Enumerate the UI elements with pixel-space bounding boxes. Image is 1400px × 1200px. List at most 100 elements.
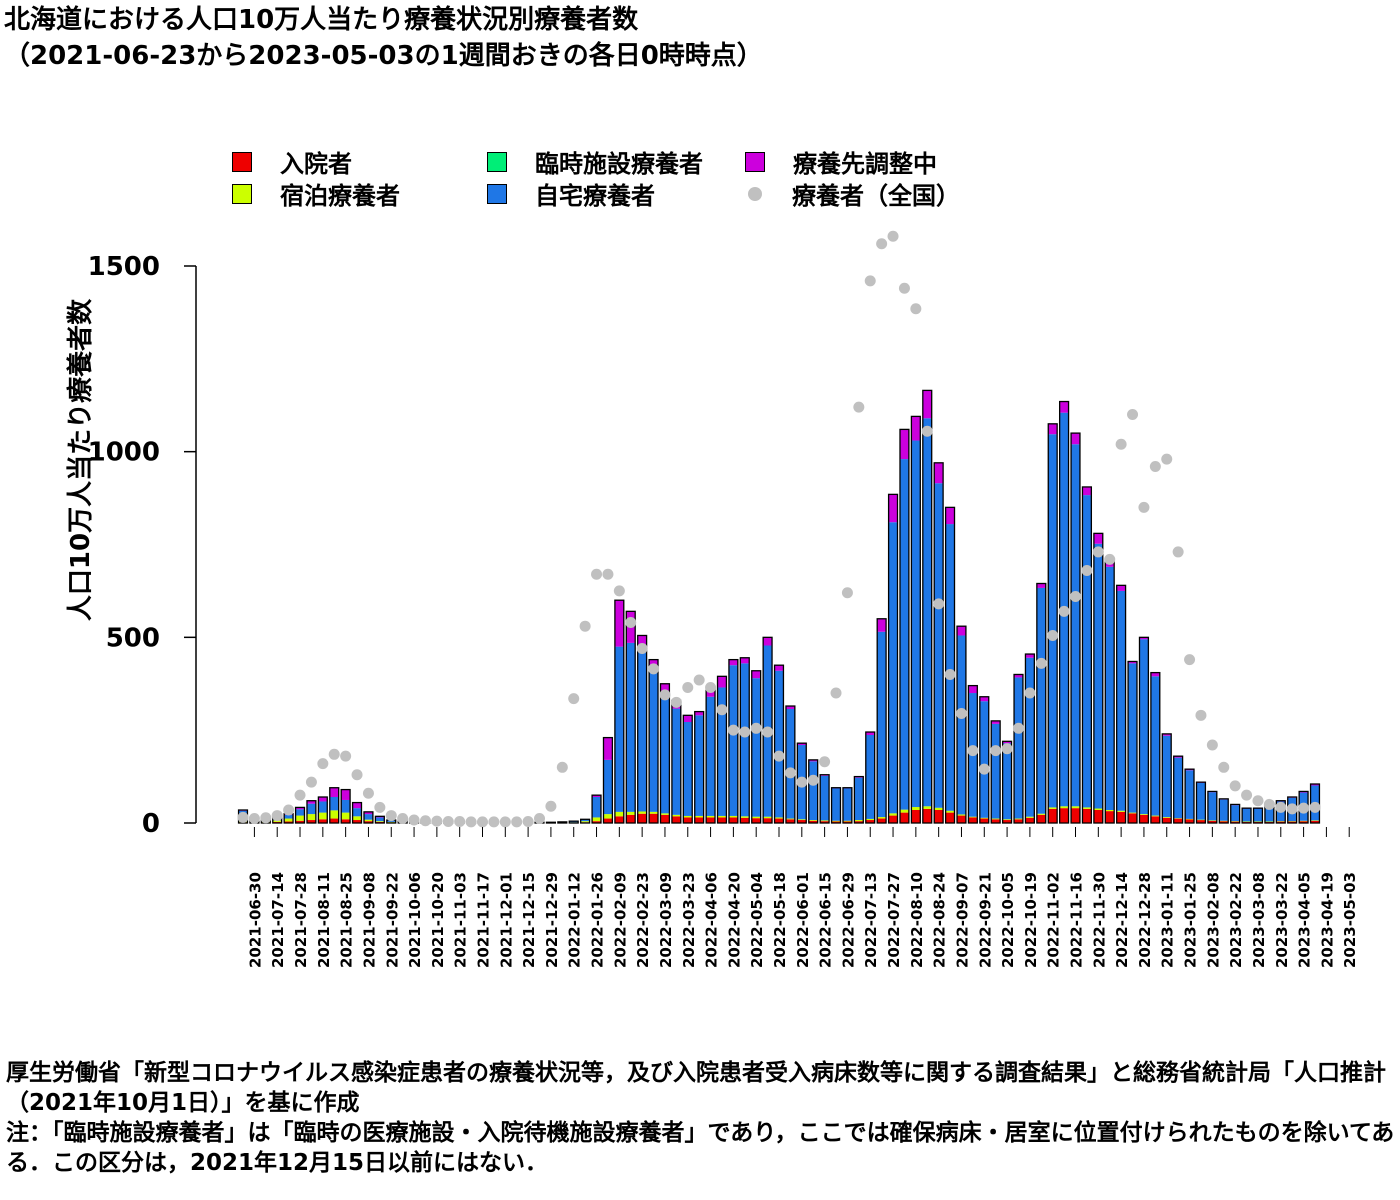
x-tick-label: 2022-07-13 [862, 872, 880, 968]
legend-item-national: 療養者（全国） [745, 176, 960, 211]
x-tick-label: 2022-12-28 [1136, 872, 1154, 968]
bar-segment-home [820, 775, 830, 821]
bar-segment-hospitalized [603, 818, 613, 823]
bar-segment-home [1230, 805, 1240, 822]
bar-outline [659, 683, 671, 824]
bar-segment-adjusting [318, 797, 328, 802]
national-dot [568, 693, 580, 705]
x-tick-label: 2022-10-19 [1022, 872, 1040, 968]
bar-outline [1161, 733, 1172, 824]
x-tick-label: 2021-08-25 [338, 872, 356, 968]
x-tick-label: 2022-01-26 [589, 872, 607, 968]
bar-segment-hospitalized [831, 821, 841, 823]
bar-segment-hotel [1287, 821, 1297, 822]
bar-segment-adjusting [797, 743, 807, 746]
bar-segment-hotel [808, 820, 818, 821]
national-dot [408, 814, 420, 826]
national-dot [397, 813, 409, 825]
bar-segment-home [626, 642, 636, 812]
bar-segment-home [660, 693, 670, 814]
bar-segment-home [1162, 735, 1172, 818]
legend-label: 入院者 [280, 150, 352, 178]
bar-segment-hotel [1082, 807, 1092, 809]
national-dot [613, 585, 625, 597]
x-tick-label: 2022-03-23 [680, 872, 698, 968]
national-dot [305, 776, 317, 788]
bar-outline [351, 801, 363, 824]
bar-segment-hospitalized [363, 821, 373, 823]
bar-segment-home [1036, 587, 1046, 814]
bar-segment-hotel [934, 807, 944, 811]
x-tick-label: 2021-12-29 [543, 872, 561, 968]
bar-segment-adjusting [603, 737, 613, 760]
bar-segment-hotel [329, 810, 339, 819]
bar-segment-hotel [1299, 820, 1309, 822]
bar-segment-hospitalized [1299, 821, 1309, 823]
bar-segment-adjusting [329, 787, 339, 798]
legend-swatch [487, 183, 507, 204]
bar-outline [1230, 803, 1241, 824]
bar-segment-adjusting [911, 416, 921, 441]
notes: 厚生労働省「新型コロナウイルス感染症患者の療養状況等，及び入院患者受入病床数等に… [6, 1058, 1398, 1178]
national-dot [705, 681, 717, 693]
bar-segment-adjusting [1082, 486, 1092, 496]
bar-segment-hospitalized [934, 810, 944, 823]
bar-segment-adjusting [352, 802, 362, 809]
bar-segment-hospitalized [1093, 810, 1103, 823]
bar-segment-hotel [637, 811, 647, 814]
national-dot [362, 787, 374, 799]
bar-outline [773, 664, 785, 824]
national-dot [545, 800, 557, 812]
national-dot [579, 620, 591, 632]
bar-segment-adjusting [660, 683, 670, 694]
bar-segment-hotel [1185, 818, 1195, 820]
bar-segment-home [1071, 444, 1080, 807]
bar-segment-home [329, 797, 339, 811]
bar-segment-hospitalized [808, 820, 818, 823]
bar-segment-hospitalized [352, 820, 362, 823]
bar-segment-adjusting [1150, 672, 1160, 677]
national-dot [1241, 789, 1253, 801]
bar-segment-hospitalized [614, 816, 624, 823]
bar-segment-hospitalized [1105, 811, 1115, 823]
national-dot [442, 816, 454, 828]
bar-segment-adjusting [751, 670, 761, 679]
bar-segment-hospitalized [295, 820, 305, 823]
bar-segment-adjusting [774, 665, 784, 671]
x-tick-label: 2021-08-11 [315, 872, 333, 968]
bar-segment-hotel [820, 820, 830, 822]
bar-segment-hotel [740, 816, 750, 818]
bar-segment-hotel [865, 818, 875, 821]
national-dot [933, 598, 945, 610]
bar-segment-hospitalized [922, 808, 932, 823]
bar-segment-hospitalized [306, 820, 316, 823]
x-tick-label: 2023-04-19 [1318, 872, 1336, 968]
bar-segment-hospitalized [1185, 819, 1195, 823]
national-dot [910, 303, 922, 315]
bar-segment-adjusting [717, 676, 727, 688]
bar-segment-adjusting [1014, 674, 1023, 678]
bar-segment-hotel [694, 815, 704, 818]
x-tick-label: 2021-07-14 [269, 872, 287, 968]
bar-outline [363, 811, 374, 824]
bar-segment-hospitalized [660, 814, 670, 823]
bar-segment-home [717, 687, 727, 816]
bar-segment-home [1025, 657, 1035, 817]
bar-segment-hospitalized [865, 820, 875, 823]
bar-segment-hotel [922, 806, 932, 809]
national-dot [876, 238, 888, 250]
bar-outline [682, 714, 693, 824]
national-dot [727, 724, 739, 736]
national-dot [1298, 802, 1310, 814]
x-tick-label: 2023-01-25 [1182, 872, 1200, 968]
bar-segment-hotel [1173, 818, 1183, 819]
bar-outline [1173, 755, 1184, 824]
national-dot [476, 816, 488, 828]
national-dot [419, 815, 431, 827]
bar-segment-hotel [614, 811, 624, 817]
bar-segment-adjusting [306, 800, 316, 804]
x-tick-label: 2022-09-21 [976, 872, 994, 968]
bar-segment-hotel [979, 817, 989, 819]
national-dot [1149, 461, 1161, 473]
national-dot [750, 722, 762, 734]
